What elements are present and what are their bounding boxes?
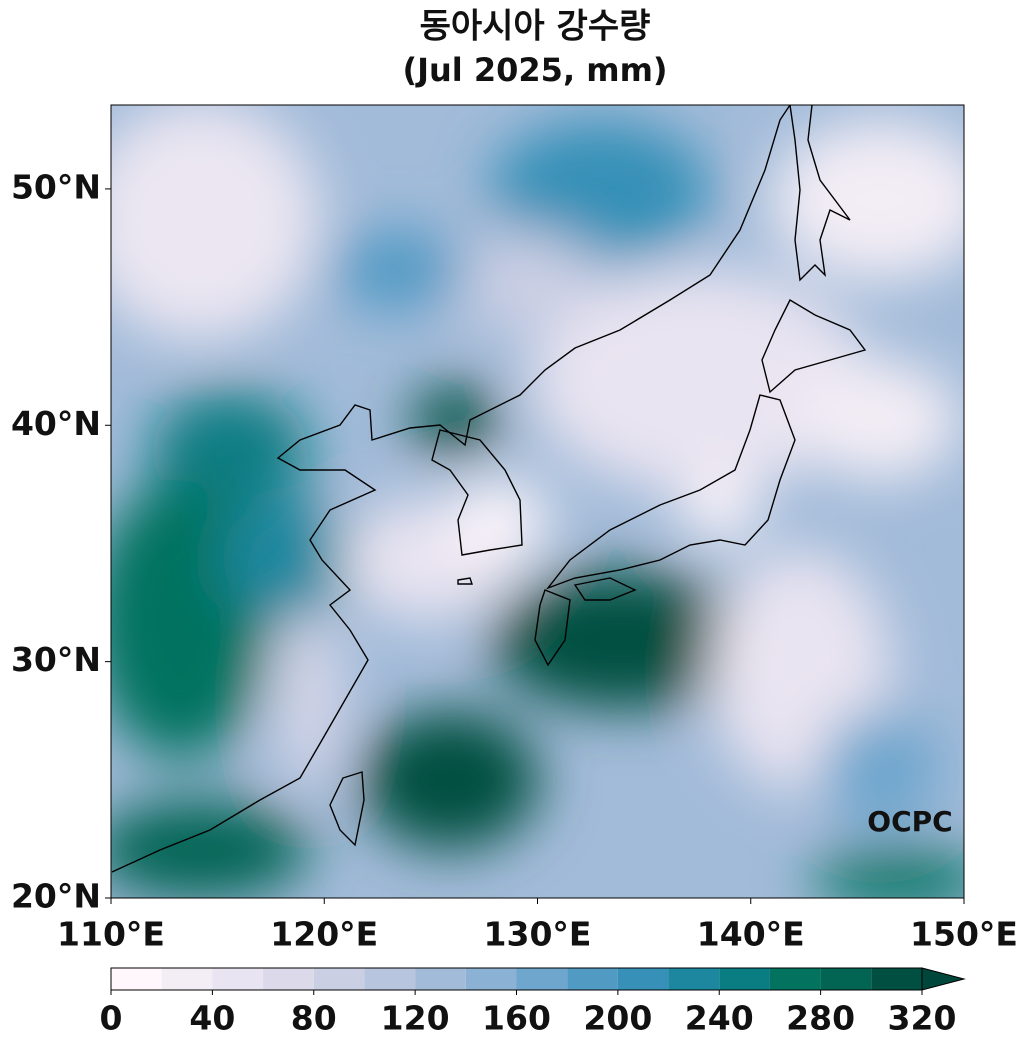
x-tick-label: 120°E [270,915,378,954]
y-tick-label: 50°N [11,167,101,206]
colorbar-bin [719,968,770,990]
colorbar-tick-label: 120 [381,999,450,1038]
colorbar-bin [516,968,568,990]
colorbar-tick-label: 0 [100,999,123,1038]
colorbar-bin [313,968,365,990]
colorbar-extend [921,967,966,991]
x-tick-label: 110°E [57,915,165,954]
colorbar-bin [111,968,162,990]
x-tick-label: 130°E [484,915,592,954]
colorbar-tick-label: 40 [189,999,235,1038]
subtitle: (Jul 2025, mm) [402,51,667,89]
colorbar-tick-label: 320 [888,999,957,1038]
title: 동아시아 강수량 [420,7,651,47]
colorbar-tick-label: 280 [786,999,855,1038]
watermark: OCPC [867,805,952,838]
colorbar-bin [617,968,669,990]
colorbar-bin [263,968,314,990]
colorbar-tick-label: 240 [685,999,754,1038]
x-tick-label: 140°E [697,915,805,954]
colorbar-bin [415,968,466,990]
colorbar-bin [465,968,517,990]
y-tick-label: 30°N [11,640,101,679]
colorbar-bin [668,968,720,990]
precip-field [111,105,964,898]
colorbar-bin [161,968,213,990]
colorbar-bin [567,968,618,990]
colorbar-bin [820,968,872,990]
colorbar-tick-label: 200 [583,999,652,1038]
colorbar-tick-label: 80 [291,999,337,1038]
colorbar-tick-label: 160 [482,999,551,1038]
y-tick-label: 20°N [11,877,101,916]
y-tick-label: 40°N [11,404,101,443]
coastlines [111,105,867,873]
colorbar-bin [871,968,922,990]
x-tick-label: 150°E [910,915,1018,954]
colorbar-bin [364,968,416,990]
colorbar-bin [769,968,821,990]
colorbar-bin [212,968,264,990]
